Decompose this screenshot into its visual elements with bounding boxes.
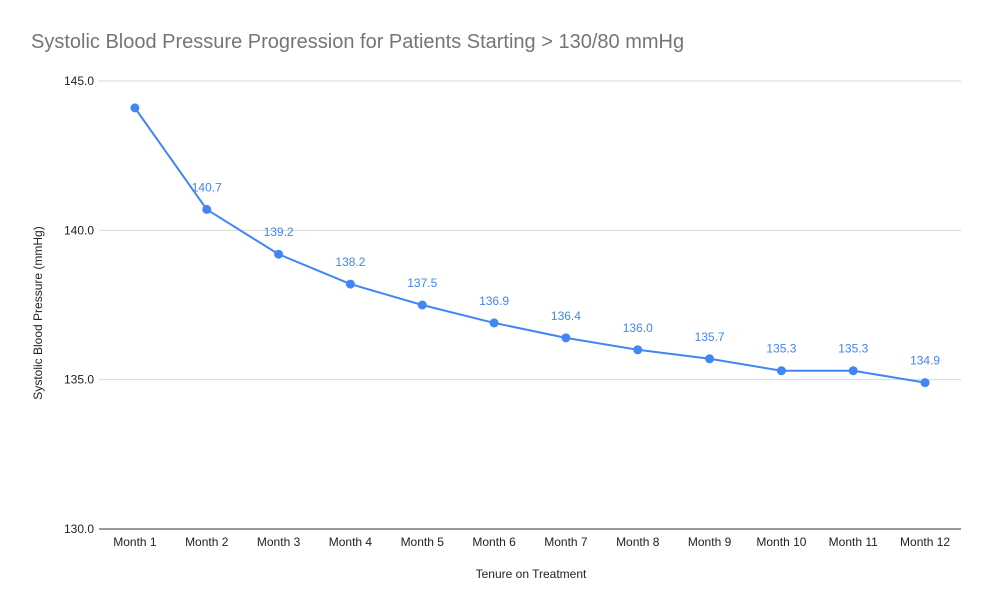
data-point (130, 103, 140, 113)
data-point (633, 345, 643, 355)
y-tick-label: 145.0 (64, 74, 94, 88)
data-label: 136.4 (551, 309, 581, 323)
x-tick-label: Month 5 (401, 535, 445, 549)
x-tick-label: Month 3 (257, 535, 301, 549)
x-tick-label: Month 7 (544, 535, 588, 549)
data-label: 135.3 (766, 342, 796, 356)
data-label: 137.5 (407, 276, 437, 290)
x-tick-label: Month 12 (900, 535, 950, 549)
data-label: 138.2 (335, 255, 365, 269)
series-line (134, 107, 926, 384)
data-point (561, 333, 571, 343)
x-tick-labels: Month 1 Month 2 Month 3 Month 4 Month 5 Month… (113, 535, 950, 549)
x-tick-label: Month 11 (829, 535, 878, 549)
x-axis-title: Tenure on Treatment (476, 567, 587, 581)
x-tick-label: Month 9 (688, 535, 732, 549)
x-tick-label: Month 6 (472, 535, 516, 549)
data-label: 140.7 (192, 180, 222, 194)
data-point (489, 318, 499, 328)
y-tick-labels: 130.0 135.0 140.0 145.0 (64, 74, 94, 536)
data-label: 134.9 (910, 354, 940, 368)
data-point (202, 204, 212, 214)
x-tick-label: Month 8 (616, 535, 660, 549)
data-label: 136.9 (479, 294, 509, 308)
y-tick-label: 135.0 (64, 373, 94, 387)
chart-title: Systolic Blood Pressure Progression for … (31, 31, 685, 53)
data-point (776, 366, 786, 376)
data-label: 139.2 (264, 225, 294, 239)
data-point (274, 249, 284, 259)
data-label: 135.3 (838, 342, 868, 356)
y-tick-label: 140.0 (64, 223, 94, 237)
data-point (848, 366, 858, 376)
data-labels: 140.7 139.2 138.2 137.5 136.9 136.4 136.0 135.7… (192, 180, 941, 367)
data-label: 136.0 (623, 321, 653, 335)
data-point (417, 300, 427, 310)
data-point (920, 378, 930, 388)
series-line-group (134, 107, 926, 384)
data-label: 135.7 (695, 330, 725, 344)
x-tick-label: Month 2 (185, 535, 229, 549)
y-tick-label: 130.0 (64, 522, 94, 536)
x-tick-label: Month 1 (113, 535, 157, 549)
data-point (345, 279, 355, 289)
data-point (705, 354, 715, 364)
x-tick-label: Month 4 (329, 535, 373, 549)
x-tick-label: Month 10 (756, 535, 806, 549)
gridlines (99, 80, 961, 530)
y-axis-title: Systolic Blood Pressure (mmHg) (31, 226, 45, 399)
data-points (130, 103, 930, 388)
